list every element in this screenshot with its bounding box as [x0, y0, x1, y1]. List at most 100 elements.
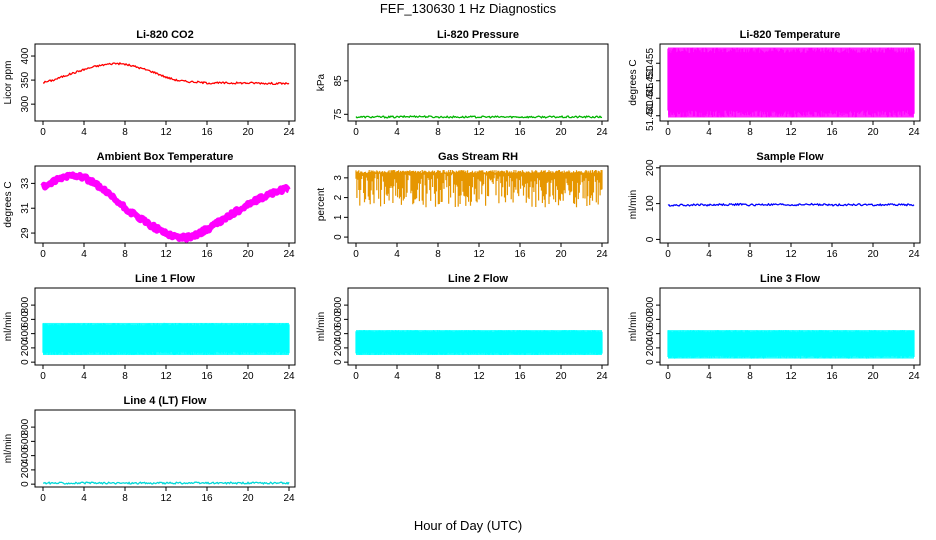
y-tick-label: 0	[333, 359, 344, 365]
panel-title: Line 2 Flow	[448, 273, 508, 285]
x-tick-label: 12	[160, 127, 172, 138]
plot-frame	[659, 43, 921, 122]
plot-frame	[347, 287, 609, 366]
series	[355, 115, 603, 119]
y-tick-label: 200	[20, 339, 31, 356]
x-tick-label: 16	[826, 127, 838, 138]
series	[42, 481, 290, 485]
x-tick-label: 12	[160, 249, 172, 260]
series-line	[40, 171, 291, 243]
x-tick-label: 8	[122, 371, 128, 382]
y-tick-label: 400	[333, 325, 344, 342]
y-tick-label: 600	[20, 433, 31, 450]
plot-frame	[347, 43, 609, 122]
x-tick-label: 4	[706, 127, 712, 138]
x-tick-label: 24	[283, 371, 295, 382]
y-tick-label: 100	[645, 195, 656, 212]
x-tick-label: 4	[706, 371, 712, 382]
x-tick-label: 12	[785, 249, 797, 260]
x-tick-label: 16	[514, 371, 526, 382]
panel-title: Sample Flow	[756, 151, 824, 163]
x-tick-label: 4	[394, 127, 400, 138]
y-axis-label: kPa	[316, 73, 327, 91]
y-axis-label: ml/min	[628, 190, 639, 219]
x-tick-label: 24	[596, 249, 608, 260]
y-tick-label: 200	[20, 461, 31, 478]
x-tick-label: 8	[747, 249, 753, 260]
x-tick-label: 24	[596, 127, 608, 138]
series	[667, 202, 915, 207]
x-tick-label: 4	[81, 249, 87, 260]
x-tick-label: 20	[867, 127, 879, 138]
x-tick-label: 8	[747, 371, 753, 382]
panel-5: Sample Flow ml/min 0 4 8 12 16 20 24 0 100 200	[628, 151, 921, 260]
y-tick-label: 800	[333, 296, 344, 313]
series	[355, 330, 603, 356]
y-axis-label: ml/min	[316, 312, 327, 341]
series	[40, 171, 291, 243]
y-axis-label: Licor ppm	[3, 61, 14, 105]
plot-frame	[347, 165, 609, 244]
x-tick-label: 12	[160, 371, 172, 382]
x-tick-label: 4	[394, 249, 400, 260]
y-tick-label: 51.450	[645, 65, 656, 96]
x-tick-label: 4	[81, 493, 87, 504]
y-tick-label: 2	[333, 194, 344, 200]
panel-3: Ambient Box Temperature degrees C 0 4 8 12 16 2…	[3, 151, 296, 260]
x-tick-label: 16	[826, 371, 838, 382]
y-tick-label: 600	[645, 311, 656, 328]
series	[42, 322, 290, 356]
x-tick-label: 20	[555, 371, 567, 382]
y-tick-label: 600	[20, 311, 31, 328]
y-tick-label: 300	[20, 95, 31, 112]
panel-title: Li-820 CO2	[136, 29, 193, 41]
x-tick-label: 0	[40, 493, 46, 504]
y-tick-label: 200	[645, 159, 656, 176]
x-tick-label: 24	[283, 249, 295, 260]
x-tick-label: 0	[665, 249, 671, 260]
y-axis-label: ml/min	[628, 312, 639, 341]
x-tick-label: 12	[160, 493, 172, 504]
panel-2: Li-820 Temperature degrees C 0 4 8 12 16 20 24 51…	[628, 29, 921, 138]
x-tick-label: 16	[514, 127, 526, 138]
x-tick-label: 8	[747, 127, 753, 138]
x-tick-label: 0	[665, 127, 671, 138]
x-tick-label: 24	[908, 127, 920, 138]
x-tick-label: 24	[283, 127, 295, 138]
x-tick-label: 20	[242, 371, 254, 382]
y-tick-label: 200	[645, 339, 656, 356]
plot-frame	[34, 409, 296, 488]
panel-title: Li-820 Temperature	[740, 29, 841, 41]
x-tick-label: 20	[242, 127, 254, 138]
series-fill	[668, 47, 914, 118]
y-axis-label: ml/min	[3, 312, 14, 341]
x-tick-label: 8	[435, 371, 441, 382]
x-tick-label: 16	[201, 493, 213, 504]
plot-frame	[34, 165, 296, 244]
y-tick-label: 400	[20, 325, 31, 342]
y-tick-label: 33	[20, 177, 31, 189]
panel-7: Line 2 Flow ml/min 0 4 8 12 16 20 24 0 20040060080…	[316, 273, 609, 382]
x-tick-label: 4	[394, 371, 400, 382]
plot-frame	[659, 165, 921, 244]
y-tick-label: 200	[333, 339, 344, 356]
series-line	[355, 115, 603, 119]
series-line	[43, 62, 290, 86]
y-tick-label: 350	[20, 71, 31, 88]
panel-title: Line 4 (LT) Flow	[124, 395, 207, 407]
x-tick-label: 24	[908, 249, 920, 260]
series-line	[42, 481, 290, 485]
panel-1: Li-820 Pressure kPa 0 4 8 12 16 20 24 75 85	[316, 29, 609, 138]
x-axis-label: Hour of Day (UTC)	[414, 518, 522, 533]
y-tick-label: 3	[333, 175, 344, 181]
x-tick-label: 8	[122, 249, 128, 260]
y-tick-label: 51.455	[645, 48, 656, 79]
x-tick-label: 12	[785, 371, 797, 382]
panel-title: Ambient Box Temperature	[97, 151, 234, 163]
series	[43, 62, 290, 86]
x-tick-label: 24	[596, 371, 608, 382]
panel-6: Line 1 Flow ml/min 0 4 8 12 16 20 24 0 20040060080…	[3, 273, 296, 382]
series-fill	[43, 322, 289, 356]
y-tick-label: 51.440	[645, 100, 656, 131]
